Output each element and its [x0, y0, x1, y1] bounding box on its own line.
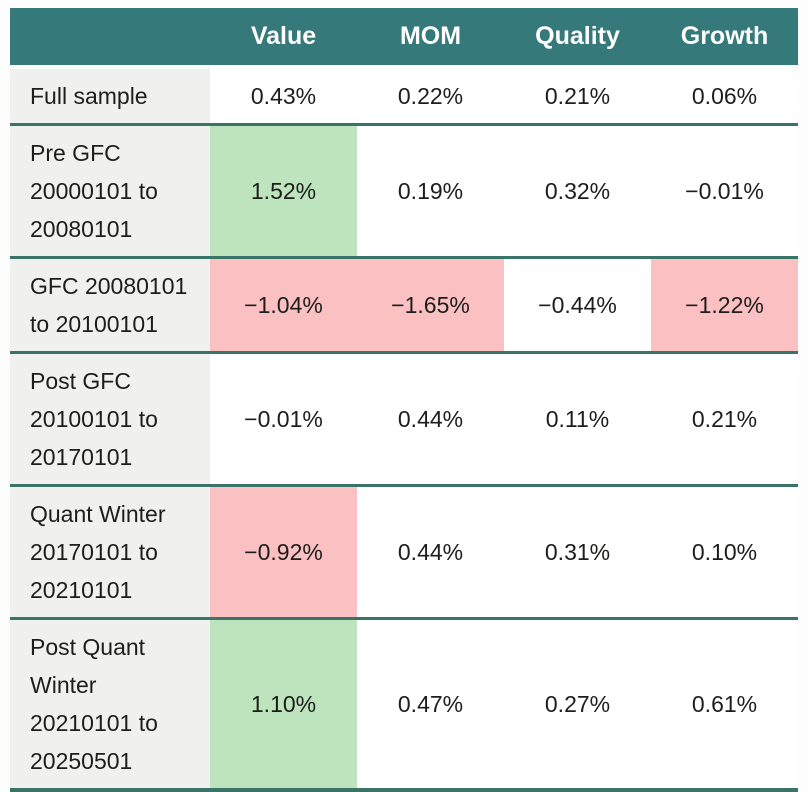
- performance-table: Value MOM Quality Growth Full sample 0.4…: [10, 8, 798, 792]
- cell-value: 1.52%: [210, 124, 357, 258]
- cell-mom: 0.44%: [357, 352, 504, 486]
- row-label: Quant Winter 20170101 to 20210101: [10, 485, 210, 619]
- table-row-post-gfc: Post GFC 20100101 to 20170101 −0.01% 0.4…: [10, 352, 798, 486]
- cell-mom: 0.19%: [357, 124, 504, 258]
- cell-growth: −0.01%: [651, 124, 798, 258]
- cell-growth: 0.61%: [651, 618, 798, 790]
- table-row-full-sample: Full sample 0.43% 0.22% 0.21% 0.06%: [10, 67, 798, 125]
- cell-mom: 0.47%: [357, 618, 504, 790]
- header-empty-cell: [10, 8, 210, 69]
- table-row-gfc: GFC 20080101 to 20100101 −1.04% −1.65% −…: [10, 257, 798, 353]
- cell-value: −0.01%: [210, 352, 357, 486]
- cell-value: 0.43%: [210, 67, 357, 125]
- table-row-quant-winter: Quant Winter 20170101 to 20210101 −0.92%…: [10, 485, 798, 619]
- cell-quality: 0.21%: [504, 67, 651, 125]
- cell-mom: 0.22%: [357, 67, 504, 125]
- cell-mom: −1.65%: [357, 257, 504, 353]
- cell-value: 1.10%: [210, 618, 357, 790]
- cell-mom: 0.44%: [357, 485, 504, 619]
- row-label: Full sample: [10, 67, 210, 125]
- table-header: Value MOM Quality Growth: [10, 8, 798, 69]
- cell-value: −0.92%: [210, 485, 357, 619]
- cell-quality: 0.31%: [504, 485, 651, 619]
- cell-quality: −0.44%: [504, 257, 651, 353]
- column-header-quality: Quality: [504, 8, 651, 69]
- column-header-growth: Growth: [651, 8, 798, 69]
- cell-quality: 0.32%: [504, 124, 651, 258]
- row-label: Pre GFC 20000101 to 20080101: [10, 124, 210, 258]
- cell-growth: −1.22%: [651, 257, 798, 353]
- column-header-value: Value: [210, 8, 357, 69]
- column-header-mom: MOM: [357, 8, 504, 69]
- cell-quality: 0.27%: [504, 618, 651, 790]
- table-row-pre-gfc: Pre GFC 20000101 to 20080101 1.52% 0.19%…: [10, 124, 798, 258]
- cell-quality: 0.11%: [504, 352, 651, 486]
- table-container: Value MOM Quality Growth Full sample 0.4…: [10, 8, 798, 792]
- header-row: Value MOM Quality Growth: [10, 8, 798, 69]
- cell-growth: 0.21%: [651, 352, 798, 486]
- table-body: Full sample 0.43% 0.22% 0.21% 0.06% Pre …: [10, 67, 798, 790]
- cell-growth: 0.10%: [651, 485, 798, 619]
- row-label: GFC 20080101 to 20100101: [10, 257, 210, 353]
- row-label: Post Quant Winter 20210101 to 20250501: [10, 618, 210, 790]
- table-row-post-quant-winter: Post Quant Winter 20210101 to 20250501 1…: [10, 618, 798, 790]
- row-label: Post GFC 20100101 to 20170101: [10, 352, 210, 486]
- cell-value: −1.04%: [210, 257, 357, 353]
- cell-growth: 0.06%: [651, 67, 798, 125]
